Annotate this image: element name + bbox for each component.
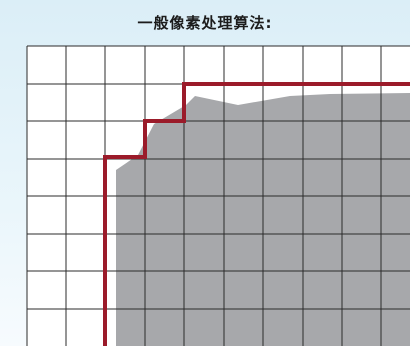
pixel-outline — [103, 82, 410, 346]
diagram-title: 一般像素处理算法: — [137, 13, 273, 32]
title-bar: 一般像素处理算法: — [0, 0, 410, 44]
pixel-grid — [26, 45, 410, 346]
